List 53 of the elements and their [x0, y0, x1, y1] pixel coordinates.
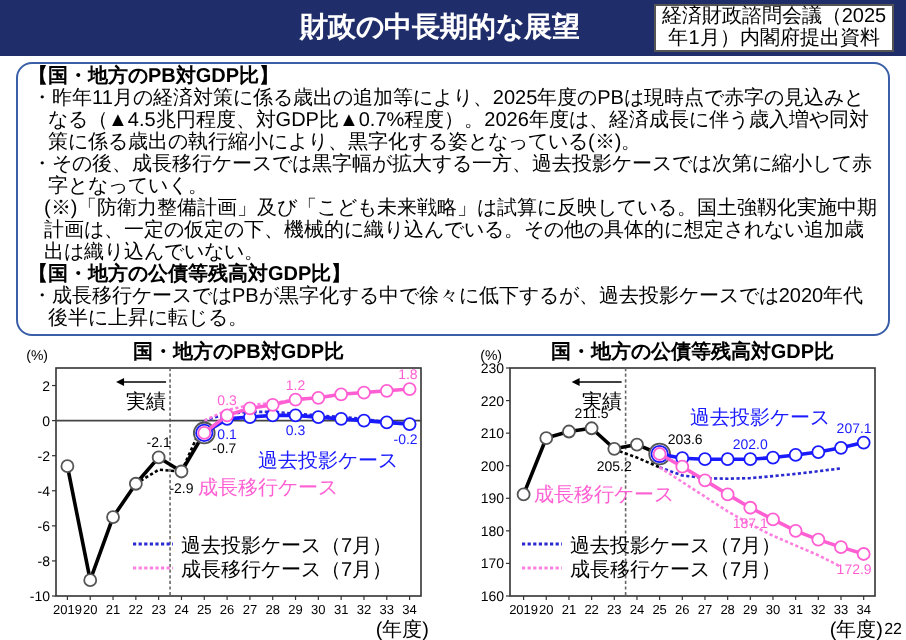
point	[742, 500, 757, 515]
x-axis-title: (年度)	[375, 618, 429, 640]
point	[855, 435, 870, 450]
point	[765, 450, 779, 465]
chart-title: 国・地方のPB対GDP比	[132, 340, 345, 364]
series-label: 過去投影ケース	[689, 406, 830, 431]
point	[265, 397, 280, 412]
point	[719, 452, 734, 467]
text: 22	[884, 620, 902, 638]
point	[742, 452, 757, 467]
point	[833, 540, 847, 555]
text: ・成長移行ケースではPBが黒字化する中で徐々に低下するが、過去投影ケースでは2020年代後半に上昇に転じる。	[30, 286, 866, 330]
point	[311, 390, 326, 405]
legend-label: 過去投影ケース（7月）	[181, 534, 393, 558]
text: 【国・地方のPB対GDP比】	[28, 66, 282, 88]
point	[334, 411, 349, 426]
point	[357, 413, 371, 428]
series-label: 過去投影ケース	[257, 449, 398, 474]
chart-title: 国・地方の公債等残高対GDP比	[549, 340, 834, 364]
text: ・昨年11月の経済対策に係る歳出の追加等により、2025年度のPBは現時点で赤字の見込みとなる（▲4.5兆円程度、対GDP比▲0.7%程度）。2026年度は、経済成長に伴う歳入増や同対策に係る歳出の執行縮小により、黒字化する姿となっている(※)。	[30, 88, 869, 154]
point	[787, 523, 802, 538]
point	[288, 392, 303, 407]
point	[334, 387, 349, 402]
series-label: 成長移行ケース	[198, 476, 338, 500]
point	[674, 459, 689, 474]
point	[810, 445, 825, 459]
point	[288, 408, 303, 423]
point	[833, 440, 847, 455]
legend-label: 過去投影ケース（7月）	[569, 534, 781, 558]
point	[787, 448, 802, 462]
point	[697, 473, 711, 488]
text: 財政の中長期的な展望	[300, 10, 580, 46]
text: 経済財政諮問会議（2025年1月）内閣府提出資料	[654, 4, 894, 52]
point	[357, 385, 371, 400]
point	[765, 512, 779, 527]
point	[855, 547, 870, 561]
point	[402, 382, 417, 396]
point	[810, 532, 825, 547]
text: ・その後、成長移行ケースでは黒字幅が拡大する一方、過去投影ケースでは次第に縮小して赤字となっていく。	[30, 154, 872, 198]
legend-label: 成長移行ケース（7月）	[181, 558, 393, 582]
point	[311, 410, 326, 425]
point	[379, 415, 394, 430]
point	[379, 383, 394, 398]
point	[243, 401, 257, 416]
text: (※)「防衛力整備計画」及び「こども未来戦略」は試算に反映している。国土強靱化実施中期計画は、一定の仮定の下、機械的に織り込んでいる。その他の具体的に想定されない追加歳出は織り込んでいない。	[44, 198, 878, 264]
ref-line-label: 実績	[126, 390, 167, 414]
point	[719, 487, 734, 502]
point	[697, 452, 711, 467]
legend-label: 成長移行ケース（7月）	[569, 558, 781, 582]
point	[402, 417, 417, 432]
text: 【国・地方の公債等残高対GDP比】	[28, 264, 354, 286]
x-axis-title: (年度)	[828, 618, 882, 640]
series-label: 成長移行ケース	[533, 482, 674, 507]
